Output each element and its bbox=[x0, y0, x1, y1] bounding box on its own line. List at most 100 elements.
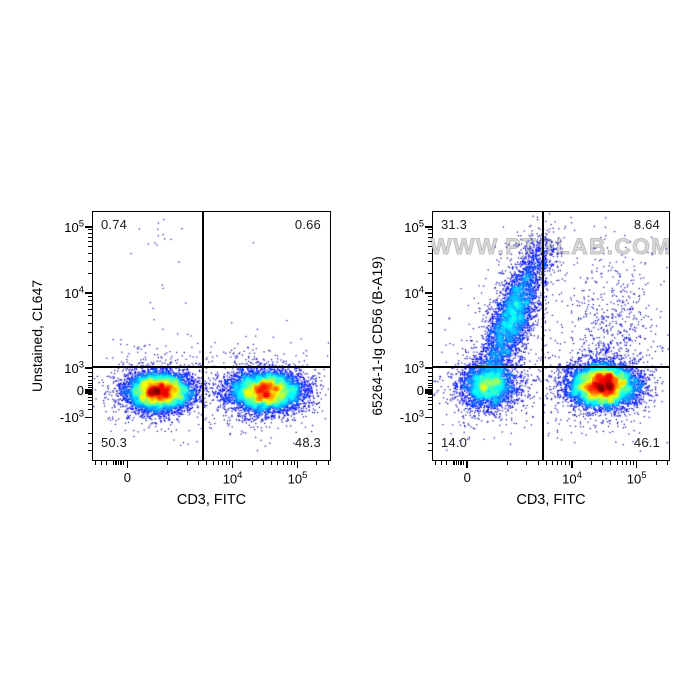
density-scatter-canvas bbox=[433, 212, 669, 460]
x-minor-tick bbox=[506, 461, 508, 465]
x-minor-tick bbox=[206, 461, 208, 465]
quadrant-vertical-line bbox=[202, 212, 205, 460]
x-minor-tick bbox=[277, 461, 279, 465]
x-minor-tick bbox=[101, 461, 103, 465]
x-minor-tick bbox=[633, 461, 635, 465]
x-minor-tick bbox=[212, 461, 214, 465]
y-minor-tick bbox=[88, 299, 92, 301]
x-minor-tick bbox=[116, 461, 118, 465]
y-major-tick bbox=[85, 292, 92, 294]
x-minor-tick bbox=[263, 461, 265, 465]
x-minor-tick bbox=[198, 461, 200, 465]
y-minor-tick bbox=[88, 443, 92, 445]
x-minor-tick bbox=[568, 461, 570, 465]
x-minor-tick bbox=[95, 461, 97, 465]
y-minor-tick bbox=[428, 408, 432, 410]
x-minor-tick bbox=[621, 461, 623, 465]
y-minor-tick bbox=[88, 232, 92, 234]
x-tick-label: 105 bbox=[626, 470, 647, 487]
x-major-tick bbox=[296, 461, 299, 468]
x-tick-label: 0 bbox=[123, 470, 131, 485]
y-minor-tick bbox=[428, 397, 432, 398]
y-minor-tick bbox=[428, 252, 432, 254]
y-tick-label: 0 bbox=[76, 383, 84, 399]
y-minor-tick bbox=[428, 449, 432, 451]
x-minor-tick bbox=[561, 461, 563, 465]
plot-unstained-control: 0.74 0.66 50.3 48.3 CD3, FITC Unstained,… bbox=[29, 211, 331, 508]
y-minor-tick bbox=[88, 449, 92, 451]
y-minor-tick bbox=[428, 376, 432, 378]
x-minor-tick bbox=[186, 461, 188, 465]
y-minor-tick bbox=[428, 443, 432, 445]
x-minor-tick bbox=[225, 461, 227, 465]
x-minor-tick bbox=[552, 461, 554, 465]
y-minor-tick bbox=[88, 229, 92, 231]
x-axis-title: CD3, FITC bbox=[176, 492, 247, 508]
y-minor-tick bbox=[88, 382, 92, 384]
x-minor-tick bbox=[462, 461, 464, 465]
y-tick-label: 104 bbox=[64, 284, 84, 301]
y-minor-tick bbox=[428, 382, 432, 384]
y-major-tick bbox=[425, 226, 432, 228]
x-major-tick bbox=[571, 461, 573, 468]
y-major-tick bbox=[85, 388, 92, 394]
quadrant-vertical-line bbox=[542, 212, 545, 460]
y-minor-tick bbox=[88, 345, 92, 347]
y-minor-tick bbox=[88, 304, 92, 306]
y-minor-tick bbox=[88, 403, 92, 405]
x-minor-tick bbox=[123, 461, 125, 465]
x-minor-tick bbox=[294, 461, 296, 465]
x-tick-label: 104 bbox=[222, 470, 243, 487]
x-minor-tick bbox=[271, 461, 273, 465]
x-minor-tick bbox=[121, 461, 123, 465]
quadrant-percent-bottom-right: 46.1 bbox=[633, 435, 660, 450]
x-minor-tick bbox=[457, 461, 459, 465]
y-minor-tick bbox=[88, 315, 92, 317]
y-minor-tick bbox=[428, 315, 432, 317]
y-minor-tick bbox=[428, 229, 432, 231]
y-minor-tick bbox=[428, 372, 432, 374]
x-minor-tick bbox=[114, 461, 116, 465]
y-minor-tick bbox=[88, 252, 92, 254]
y-major-tick bbox=[85, 367, 92, 370]
y-minor-tick bbox=[428, 379, 432, 381]
y-major-tick bbox=[425, 388, 432, 394]
y-minor-tick bbox=[428, 394, 432, 396]
y-tick-label: 104 bbox=[404, 284, 424, 301]
x-minor-tick bbox=[446, 461, 448, 465]
x-minor-tick bbox=[557, 461, 559, 465]
y-tick-label: 103 bbox=[64, 359, 84, 377]
y-major-tick bbox=[85, 416, 92, 419]
y-minor-tick bbox=[88, 272, 92, 274]
x-minor-tick bbox=[629, 461, 631, 465]
x-major-tick bbox=[466, 461, 468, 468]
y-minor-tick bbox=[428, 272, 432, 274]
x-minor-tick bbox=[452, 461, 454, 465]
x-minor-tick bbox=[526, 461, 528, 465]
quadrant-percent-top-left: 31.3 bbox=[441, 217, 468, 232]
x-minor-tick bbox=[655, 461, 657, 465]
quadrant-percent-top-right: 8.64 bbox=[633, 217, 660, 232]
y-minor-tick bbox=[88, 261, 92, 262]
y-minor-tick bbox=[88, 399, 92, 401]
y-major-tick bbox=[425, 367, 432, 370]
y-major-tick bbox=[425, 292, 432, 294]
y-tick-label: 0 bbox=[416, 383, 424, 399]
quadrant-percent-bottom-left: 50.3 bbox=[101, 435, 128, 450]
x-minor-tick bbox=[459, 461, 461, 465]
x-minor-tick bbox=[282, 461, 284, 465]
y-minor-tick bbox=[88, 387, 92, 389]
y-minor-tick bbox=[428, 309, 432, 311]
y-minor-tick bbox=[428, 296, 432, 298]
x-minor-tick bbox=[290, 461, 292, 465]
y-minor-tick bbox=[428, 387, 432, 389]
y-minor-tick bbox=[428, 399, 432, 401]
quadrant-percent-bottom-left: 14.0 bbox=[441, 435, 468, 450]
x-minor-tick bbox=[167, 461, 169, 465]
quadrant-horizontal-line bbox=[433, 365, 669, 368]
x-major-tick bbox=[635, 461, 638, 468]
x-minor-tick bbox=[602, 461, 604, 465]
x-minor-tick bbox=[229, 461, 231, 465]
density-scatter-canvas bbox=[93, 212, 330, 460]
y-minor-tick bbox=[88, 379, 92, 381]
